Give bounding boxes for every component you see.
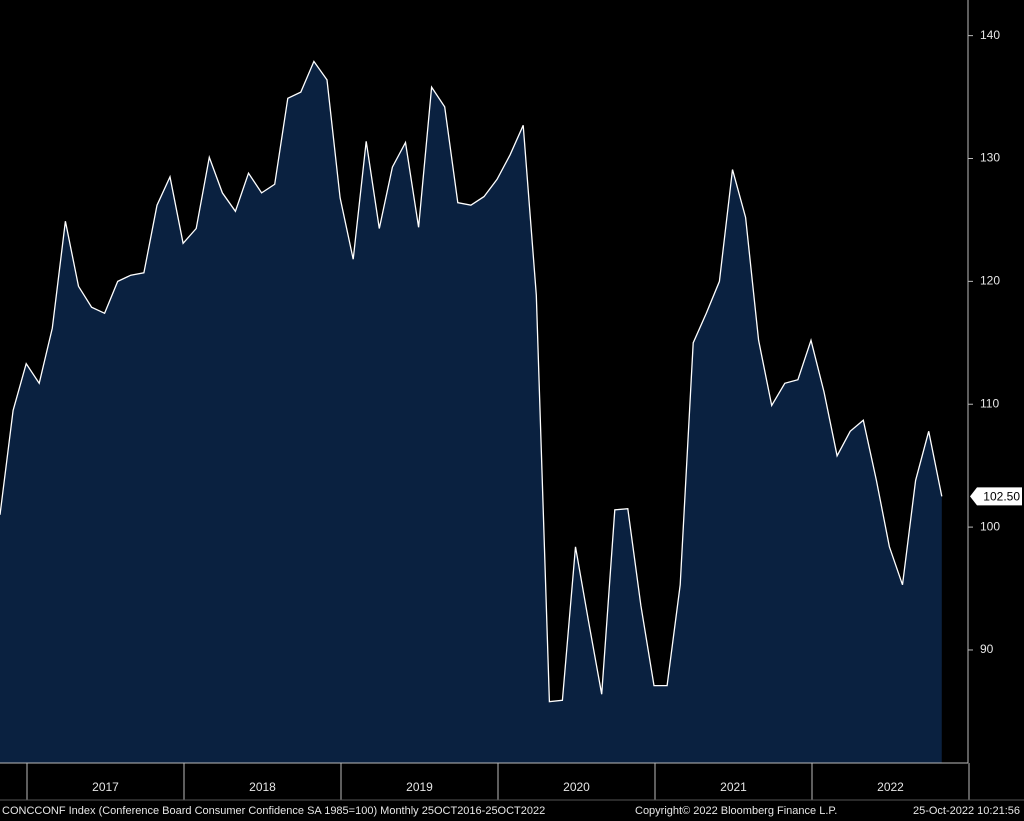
footer-left: CONCCONF Index (Conference Board Consume… [2, 805, 545, 817]
y-tick-label: 140 [980, 28, 1000, 42]
x-tick-label: 2021 [720, 780, 747, 794]
y-tick-label: 90 [980, 642, 994, 656]
last-value-tag [970, 487, 1022, 506]
x-tick-label: 2017 [92, 780, 119, 794]
footer-center: Copyright© 2022 Bloomberg Finance L.P. [635, 805, 837, 817]
x-tick-label: 2018 [249, 780, 276, 794]
y-tick-label: 110 [980, 396, 999, 410]
y-tick-label: 100 [980, 519, 1000, 533]
footer-right: 25-Oct-2022 10:21:56 [913, 805, 1020, 817]
x-tick-label: 2022 [877, 780, 904, 794]
line [0, 60, 943, 703]
x-tick-label: 2020 [563, 780, 590, 794]
y-tick-label: 130 [980, 151, 1000, 165]
y-tick-label: 120 [980, 274, 1000, 288]
x-tick-label: 2019 [406, 780, 433, 794]
area [0, 61, 942, 763]
last-value-label: 102.50 [983, 490, 1020, 504]
